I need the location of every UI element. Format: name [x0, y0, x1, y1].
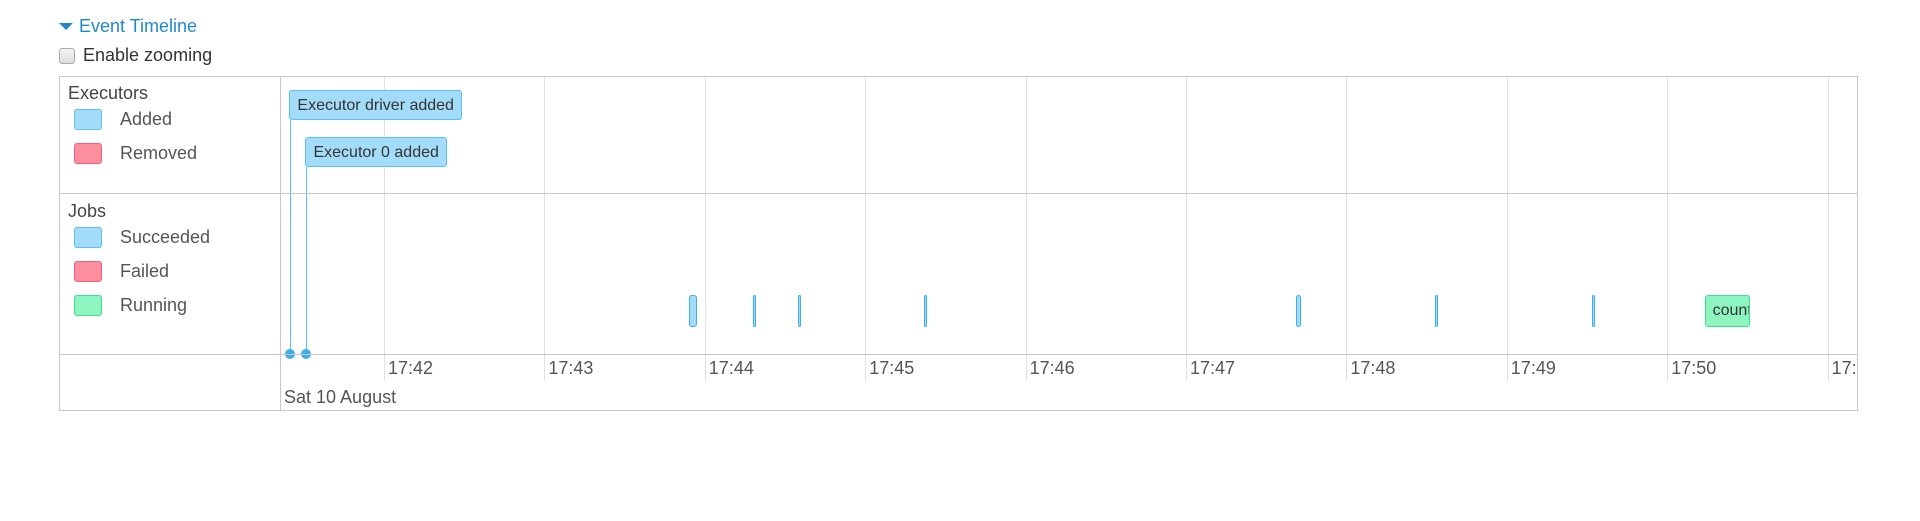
job-event-succeeded[interactable]	[924, 295, 927, 327]
legend-label: Removed	[120, 143, 198, 163]
grid-line	[544, 77, 546, 354]
axis-tick	[1827, 354, 1829, 381]
grid-line	[384, 77, 385, 354]
legend-label: Added	[120, 109, 173, 129]
axis-tick	[1506, 354, 1508, 381]
job-event-succeeded[interactable]	[688, 295, 697, 327]
event-timeline-toggle[interactable]: Event Timeline	[59, 16, 197, 37]
removed-swatch	[74, 143, 102, 164]
job-event-succeeded[interactable]	[798, 295, 802, 327]
grid-line	[1346, 77, 1348, 354]
grid-line	[1506, 77, 1508, 354]
axis-line	[60, 354, 1857, 355]
grid-line	[1827, 77, 1829, 354]
jobs-group-title: Jobs	[68, 201, 107, 221]
axis-tick-label: 17:51	[1831, 358, 1857, 378]
axis-tick-label: 17:48	[1350, 358, 1396, 378]
axis-tick-label: 17:45	[869, 358, 915, 378]
failed-swatch	[74, 261, 102, 282]
job-event-succeeded[interactable]	[1592, 295, 1596, 327]
axis-tick-label: 17:47	[1190, 358, 1236, 378]
legend-job-failed: Failed	[74, 261, 169, 282]
added-swatch	[74, 109, 102, 130]
axis-tick-label: 17:49	[1510, 358, 1556, 378]
axis-tick-label: 17:42	[388, 358, 434, 378]
job-event-succeeded[interactable]	[1434, 295, 1438, 327]
enable-zooming-label: Enable zooming	[83, 45, 213, 65]
axis-tick	[1346, 354, 1348, 381]
grid-line	[1186, 77, 1187, 354]
axis-tick	[1025, 354, 1027, 381]
executor-event-box[interactable]: Executor 0 added	[305, 137, 447, 167]
axis-tick-label: 17:50	[1671, 358, 1717, 378]
axis-tick	[1667, 354, 1669, 381]
legend-job-succeeded: Succeeded	[74, 227, 210, 248]
legend-label: Succeeded	[120, 227, 211, 247]
executor-event-box[interactable]: Executor driver added	[289, 90, 462, 120]
axis-tick-label: 17:43	[548, 358, 594, 378]
running-swatch	[74, 295, 102, 316]
axis-tick	[544, 354, 546, 381]
executors-group-title: Executors	[68, 83, 149, 103]
grid-line	[704, 77, 706, 354]
legend-executor-added: Added	[74, 109, 172, 130]
grid-line	[865, 77, 867, 354]
job-event-running[interactable]: count	[1704, 295, 1751, 327]
enable-zooming-option[interactable]: Enable zooming	[59, 45, 212, 66]
enable-zooming-checkbox[interactable]	[59, 47, 75, 64]
axis-date-label: Sat 10 August	[284, 387, 397, 407]
event-timeline-title: Event Timeline	[79, 16, 198, 36]
legend-executor-removed: Removed	[74, 143, 197, 164]
group-divider	[60, 193, 1857, 194]
axis-tick	[384, 354, 385, 381]
job-event-succeeded[interactable]	[752, 295, 756, 327]
grid-line	[1667, 77, 1669, 354]
succeeded-swatch	[74, 227, 102, 248]
job-event-succeeded[interactable]	[1295, 295, 1301, 327]
axis-tick-label: 17:46	[1029, 358, 1075, 378]
axis-tick-label: 17:44	[708, 358, 754, 378]
axis-tick	[1186, 354, 1187, 381]
grid-line	[1025, 77, 1027, 354]
legend-label: Failed	[120, 261, 170, 281]
axis-tick	[704, 354, 706, 381]
legend-job-running: Running	[74, 295, 187, 316]
executor-event-line	[306, 167, 308, 354]
caret-down-icon	[59, 23, 73, 30]
legend-label: Running	[120, 295, 188, 315]
executor-event-line	[290, 120, 292, 354]
axis-tick	[865, 354, 867, 381]
timeline[interactable]: 17:42 17:43 17:44 17:45 17:46 17:47 17:48 17:49…	[59, 76, 1858, 411]
timeline-legend: Executors Added Removed Jobs Succeeded F…	[60, 77, 281, 410]
